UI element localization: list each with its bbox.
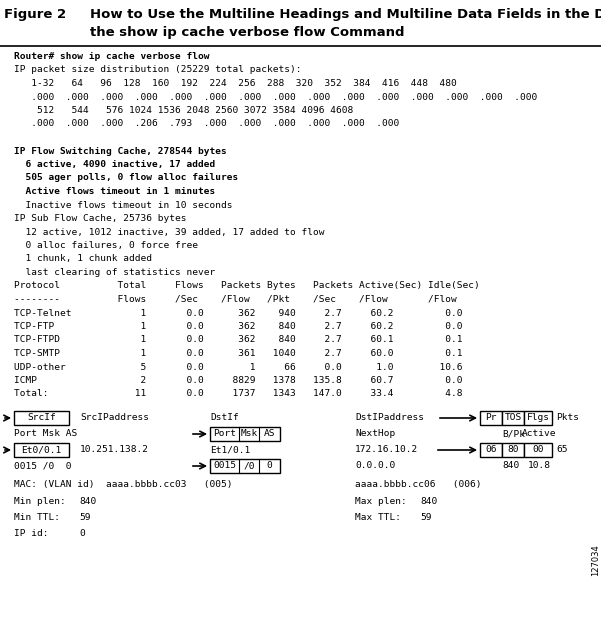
Text: Pkts: Pkts [556, 414, 579, 422]
Text: IP packet size distribution (25229 total packets):: IP packet size distribution (25229 total… [14, 66, 302, 74]
Text: Active flows timeout in 1 minutes: Active flows timeout in 1 minutes [14, 187, 215, 196]
Text: 00: 00 [532, 446, 544, 454]
Text: NextHop: NextHop [355, 429, 395, 439]
Text: TCP-FTP               1       0.0      362    840     2.7     60.2         0.0: TCP-FTP 1 0.0 362 840 2.7 60.2 0.0 [14, 322, 463, 331]
Bar [480, 443, 502, 457]
Text: B/Pk: B/Pk [502, 429, 525, 439]
Text: IP Flow Switching Cache, 278544 bytes: IP Flow Switching Cache, 278544 bytes [14, 146, 227, 156]
Text: TOS: TOS [504, 414, 522, 422]
Text: Min plen:: Min plen: [14, 496, 66, 506]
Text: Pr: Pr [485, 414, 497, 422]
Text: 6 active, 4090 inactive, 17 added: 6 active, 4090 inactive, 17 added [14, 160, 215, 169]
Text: Et1/0.1: Et1/0.1 [210, 446, 250, 454]
Text: 0 alloc failures, 0 force free: 0 alloc failures, 0 force free [14, 241, 198, 250]
Text: AS: AS [264, 429, 275, 439]
Bar [14, 411, 69, 425]
Text: TCP-FTPD              1       0.0      362    840     2.7     60.1         0.1: TCP-FTPD 1 0.0 362 840 2.7 60.1 0.1 [14, 336, 463, 344]
Text: TCP-Telnet            1       0.0      362    940     2.7     60.2         0.0: TCP-Telnet 1 0.0 362 940 2.7 60.2 0.0 [14, 309, 463, 318]
Text: 0.0.0.0: 0.0.0.0 [355, 461, 395, 471]
Text: 172.16.10.2: 172.16.10.2 [355, 446, 418, 454]
Bar [14, 443, 69, 457]
Text: Port: Port [213, 429, 236, 439]
Text: 505 ager polls, 0 flow alloc failures: 505 ager polls, 0 flow alloc failures [14, 174, 238, 182]
Text: UDP-other             5       0.0        1     66     0.0      1.0        10.6: UDP-other 5 0.0 1 66 0.0 1.0 10.6 [14, 362, 463, 371]
Bar [502, 443, 524, 457]
Text: DstIf: DstIf [210, 414, 239, 422]
Text: 1-32   64   96  128  160  192  224  256  288  320  352  384  416  448  480: 1-32 64 96 128 160 192 224 256 288 320 3… [14, 79, 457, 88]
Text: 0: 0 [79, 529, 85, 538]
Text: Max TTL:: Max TTL: [355, 512, 401, 521]
Text: 840: 840 [79, 496, 96, 506]
Text: .000  .000  .000  .000  .000  .000  .000  .000  .000  .000  .000  .000  .000  .0: .000 .000 .000 .000 .000 .000 .000 .000 … [14, 92, 537, 101]
Text: 65: 65 [556, 446, 567, 454]
Text: Flgs: Flgs [526, 414, 549, 422]
Text: SrcIPaddress: SrcIPaddress [80, 414, 149, 422]
Text: Protocol          Total     Flows   Packets Bytes   Packets Active(Sec) Idle(Sec: Protocol Total Flows Packets Bytes Packe… [14, 281, 480, 291]
Text: 0015 /0  0: 0015 /0 0 [14, 461, 72, 471]
Text: MAC: (VLAN id)  aaaa.bbbb.cc03   (005): MAC: (VLAN id) aaaa.bbbb.cc03 (005) [14, 481, 233, 489]
Text: TCP-SMTP              1       0.0      361   1040     2.7     60.0         0.1: TCP-SMTP 1 0.0 361 1040 2.7 60.0 0.1 [14, 349, 463, 358]
Text: 10.251.138.2: 10.251.138.2 [80, 446, 149, 454]
Text: Port Msk AS: Port Msk AS [14, 429, 78, 439]
Bar [502, 411, 524, 425]
Text: Max plen:: Max plen: [355, 496, 407, 506]
Text: Inactive flows timeout in 10 seconds: Inactive flows timeout in 10 seconds [14, 201, 233, 209]
Text: .000  .000  .000  .206  .793  .000  .000  .000  .000  .000  .000: .000 .000 .000 .206 .793 .000 .000 .000 … [14, 119, 399, 129]
Text: 10.8: 10.8 [528, 461, 551, 471]
Text: 80: 80 [507, 446, 519, 454]
Text: /0: /0 [243, 461, 255, 471]
Text: Active: Active [522, 429, 557, 439]
Bar [480, 411, 502, 425]
Text: IP id:: IP id: [14, 529, 49, 538]
Text: 512   544   576 1024 1536 2048 2560 3072 3584 4096 4608: 512 544 576 1024 1536 2048 2560 3072 358… [14, 106, 353, 115]
Text: Et0/0.1: Et0/0.1 [22, 446, 62, 454]
Bar [524, 443, 552, 457]
Text: 59: 59 [79, 512, 91, 521]
Text: 840: 840 [502, 461, 519, 471]
Text: 0: 0 [267, 461, 272, 471]
Text: Min TTL:: Min TTL: [14, 512, 60, 521]
Text: 0015: 0015 [213, 461, 236, 471]
Text: 1 chunk, 1 chunk added: 1 chunk, 1 chunk added [14, 254, 152, 264]
Text: Msk: Msk [240, 429, 258, 439]
Text: Figure 2: Figure 2 [4, 8, 66, 21]
Text: DstIPaddress: DstIPaddress [355, 414, 424, 422]
Text: the show ip cache verbose flow Command: the show ip cache verbose flow Command [90, 26, 404, 39]
Text: aaaa.bbbb.cc06   (006): aaaa.bbbb.cc06 (006) [355, 481, 481, 489]
Text: SrcIf: SrcIf [27, 414, 56, 422]
Text: How to Use the Multiline Headings and Multiline Data Fields in the Display Outpu: How to Use the Multiline Headings and Mu… [90, 8, 601, 21]
Text: --------          Flows     /Sec    /Flow   /Pkt    /Sec    /Flow       /Flow: -------- Flows /Sec /Flow /Pkt /Sec /Flo… [14, 295, 457, 304]
Text: 59: 59 [420, 512, 432, 521]
Text: Total:               11       0.0     1737   1343   147.0     33.4         4.8: Total: 11 0.0 1737 1343 147.0 33.4 4.8 [14, 389, 463, 399]
Bar [524, 411, 552, 425]
Text: 12 active, 1012 inactive, 39 added, 17 added to flow: 12 active, 1012 inactive, 39 added, 17 a… [14, 228, 325, 236]
Bar [210, 427, 280, 441]
Text: IP Sub Flow Cache, 25736 bytes: IP Sub Flow Cache, 25736 bytes [14, 214, 186, 223]
Text: 06: 06 [485, 446, 497, 454]
Text: 840: 840 [420, 496, 438, 506]
Text: Router# show ip cache verbose flow: Router# show ip cache verbose flow [14, 52, 210, 61]
Text: ICMP                  2       0.0     8829   1378   135.8     60.7         0.0: ICMP 2 0.0 8829 1378 135.8 60.7 0.0 [14, 376, 463, 385]
Bar [210, 459, 280, 473]
Text: 127034: 127034 [591, 544, 600, 576]
Text: last clearing of statistics never: last clearing of statistics never [14, 268, 215, 277]
